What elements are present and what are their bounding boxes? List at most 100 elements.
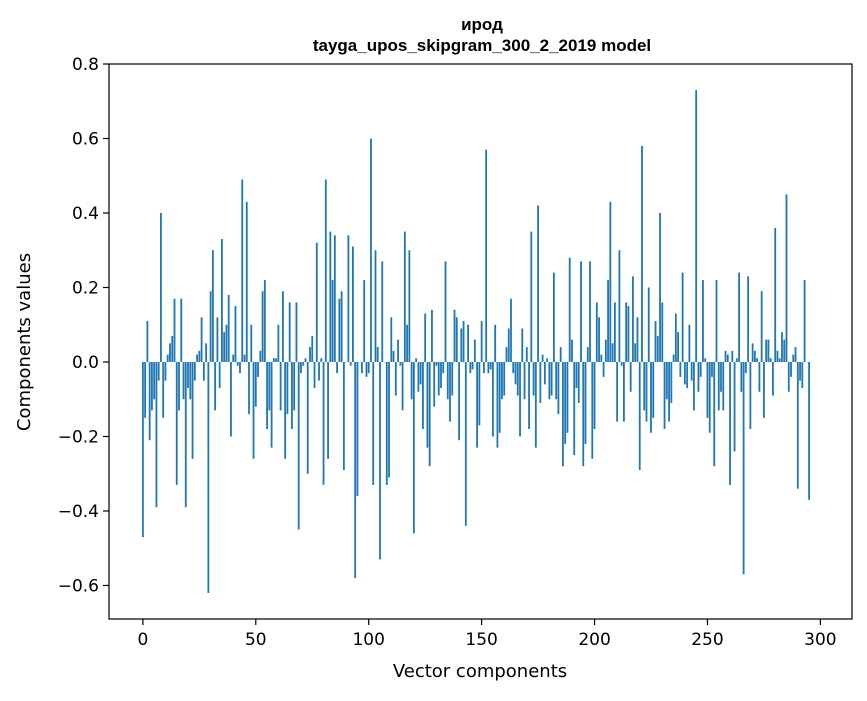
bar [253, 362, 255, 459]
bar [210, 291, 212, 362]
bar [300, 362, 302, 373]
bar [713, 362, 715, 466]
bar [160, 213, 162, 362]
bar [320, 358, 322, 362]
bar [673, 355, 675, 362]
bar [774, 228, 776, 362]
bar [558, 362, 560, 414]
bar [675, 314, 677, 362]
bar [585, 362, 587, 444]
bar [580, 261, 582, 362]
bar [652, 362, 654, 418]
bar [429, 362, 431, 466]
bar [289, 302, 291, 362]
bar [553, 273, 555, 362]
bar [591, 362, 593, 459]
bar [255, 362, 257, 407]
bar [702, 280, 704, 362]
bar [488, 362, 490, 373]
bar [792, 355, 794, 362]
bar [643, 362, 645, 410]
bar [275, 358, 277, 362]
bar [729, 362, 731, 485]
bar [221, 239, 223, 362]
bar [296, 302, 298, 362]
bar [404, 232, 406, 362]
bar [293, 362, 295, 410]
y-tick-label: 0.2 [72, 278, 99, 298]
bar [544, 362, 546, 384]
bar [707, 362, 709, 418]
bar [716, 280, 718, 362]
bar [381, 261, 383, 362]
bar [192, 362, 194, 459]
bar [196, 355, 198, 362]
bar [754, 351, 756, 362]
y-tick-label: −0.6 [58, 576, 99, 596]
bar [646, 362, 648, 422]
bar [517, 362, 519, 396]
bar [214, 362, 216, 410]
bar [142, 362, 144, 537]
bar [637, 317, 639, 362]
bar [752, 343, 754, 362]
bar [524, 362, 526, 399]
bar [341, 291, 343, 362]
bar [765, 340, 767, 362]
bar [176, 362, 178, 485]
bar [411, 362, 413, 399]
bar [605, 340, 607, 362]
bar [156, 362, 158, 507]
y-tick-label: 0.8 [72, 55, 99, 75]
bar [641, 146, 643, 362]
bar [727, 355, 729, 362]
bar [512, 362, 514, 373]
bar [169, 343, 171, 362]
bar [519, 362, 521, 437]
bar [469, 362, 471, 373]
bar [686, 362, 688, 388]
bar [521, 328, 523, 362]
y-tick-label: 0.6 [72, 129, 99, 149]
x-tick-label: 50 [245, 630, 267, 650]
y-tick-label: −0.4 [58, 502, 99, 522]
bar [153, 362, 155, 399]
bar [180, 299, 182, 362]
bar [456, 317, 458, 362]
bar [503, 362, 505, 396]
bar [569, 258, 571, 362]
bar [740, 362, 742, 392]
bar [474, 340, 476, 362]
bar [763, 362, 765, 418]
y-tick-label: −0.2 [58, 427, 99, 447]
bar [363, 280, 365, 362]
bar [246, 202, 248, 362]
bar [158, 362, 160, 381]
bar [280, 362, 282, 410]
bar [594, 362, 596, 429]
bar [485, 150, 487, 362]
bar [318, 362, 320, 381]
bar [698, 362, 700, 392]
bar [226, 325, 228, 362]
bar [228, 295, 230, 362]
bar [354, 362, 356, 578]
bar [282, 291, 284, 362]
bar [357, 362, 359, 496]
bar [467, 325, 469, 362]
bar [438, 362, 440, 396]
bar [490, 362, 492, 369]
bar [219, 362, 221, 388]
bar [230, 362, 232, 437]
x-tick-label: 250 [691, 630, 723, 650]
bar [420, 362, 422, 384]
x-tick-label: 300 [804, 630, 836, 650]
bar [287, 362, 289, 414]
bar [329, 232, 331, 362]
bar [526, 347, 528, 362]
bar [323, 362, 325, 485]
bar [277, 325, 279, 362]
bar [406, 325, 408, 362]
bar [250, 325, 252, 362]
bar [361, 362, 363, 373]
